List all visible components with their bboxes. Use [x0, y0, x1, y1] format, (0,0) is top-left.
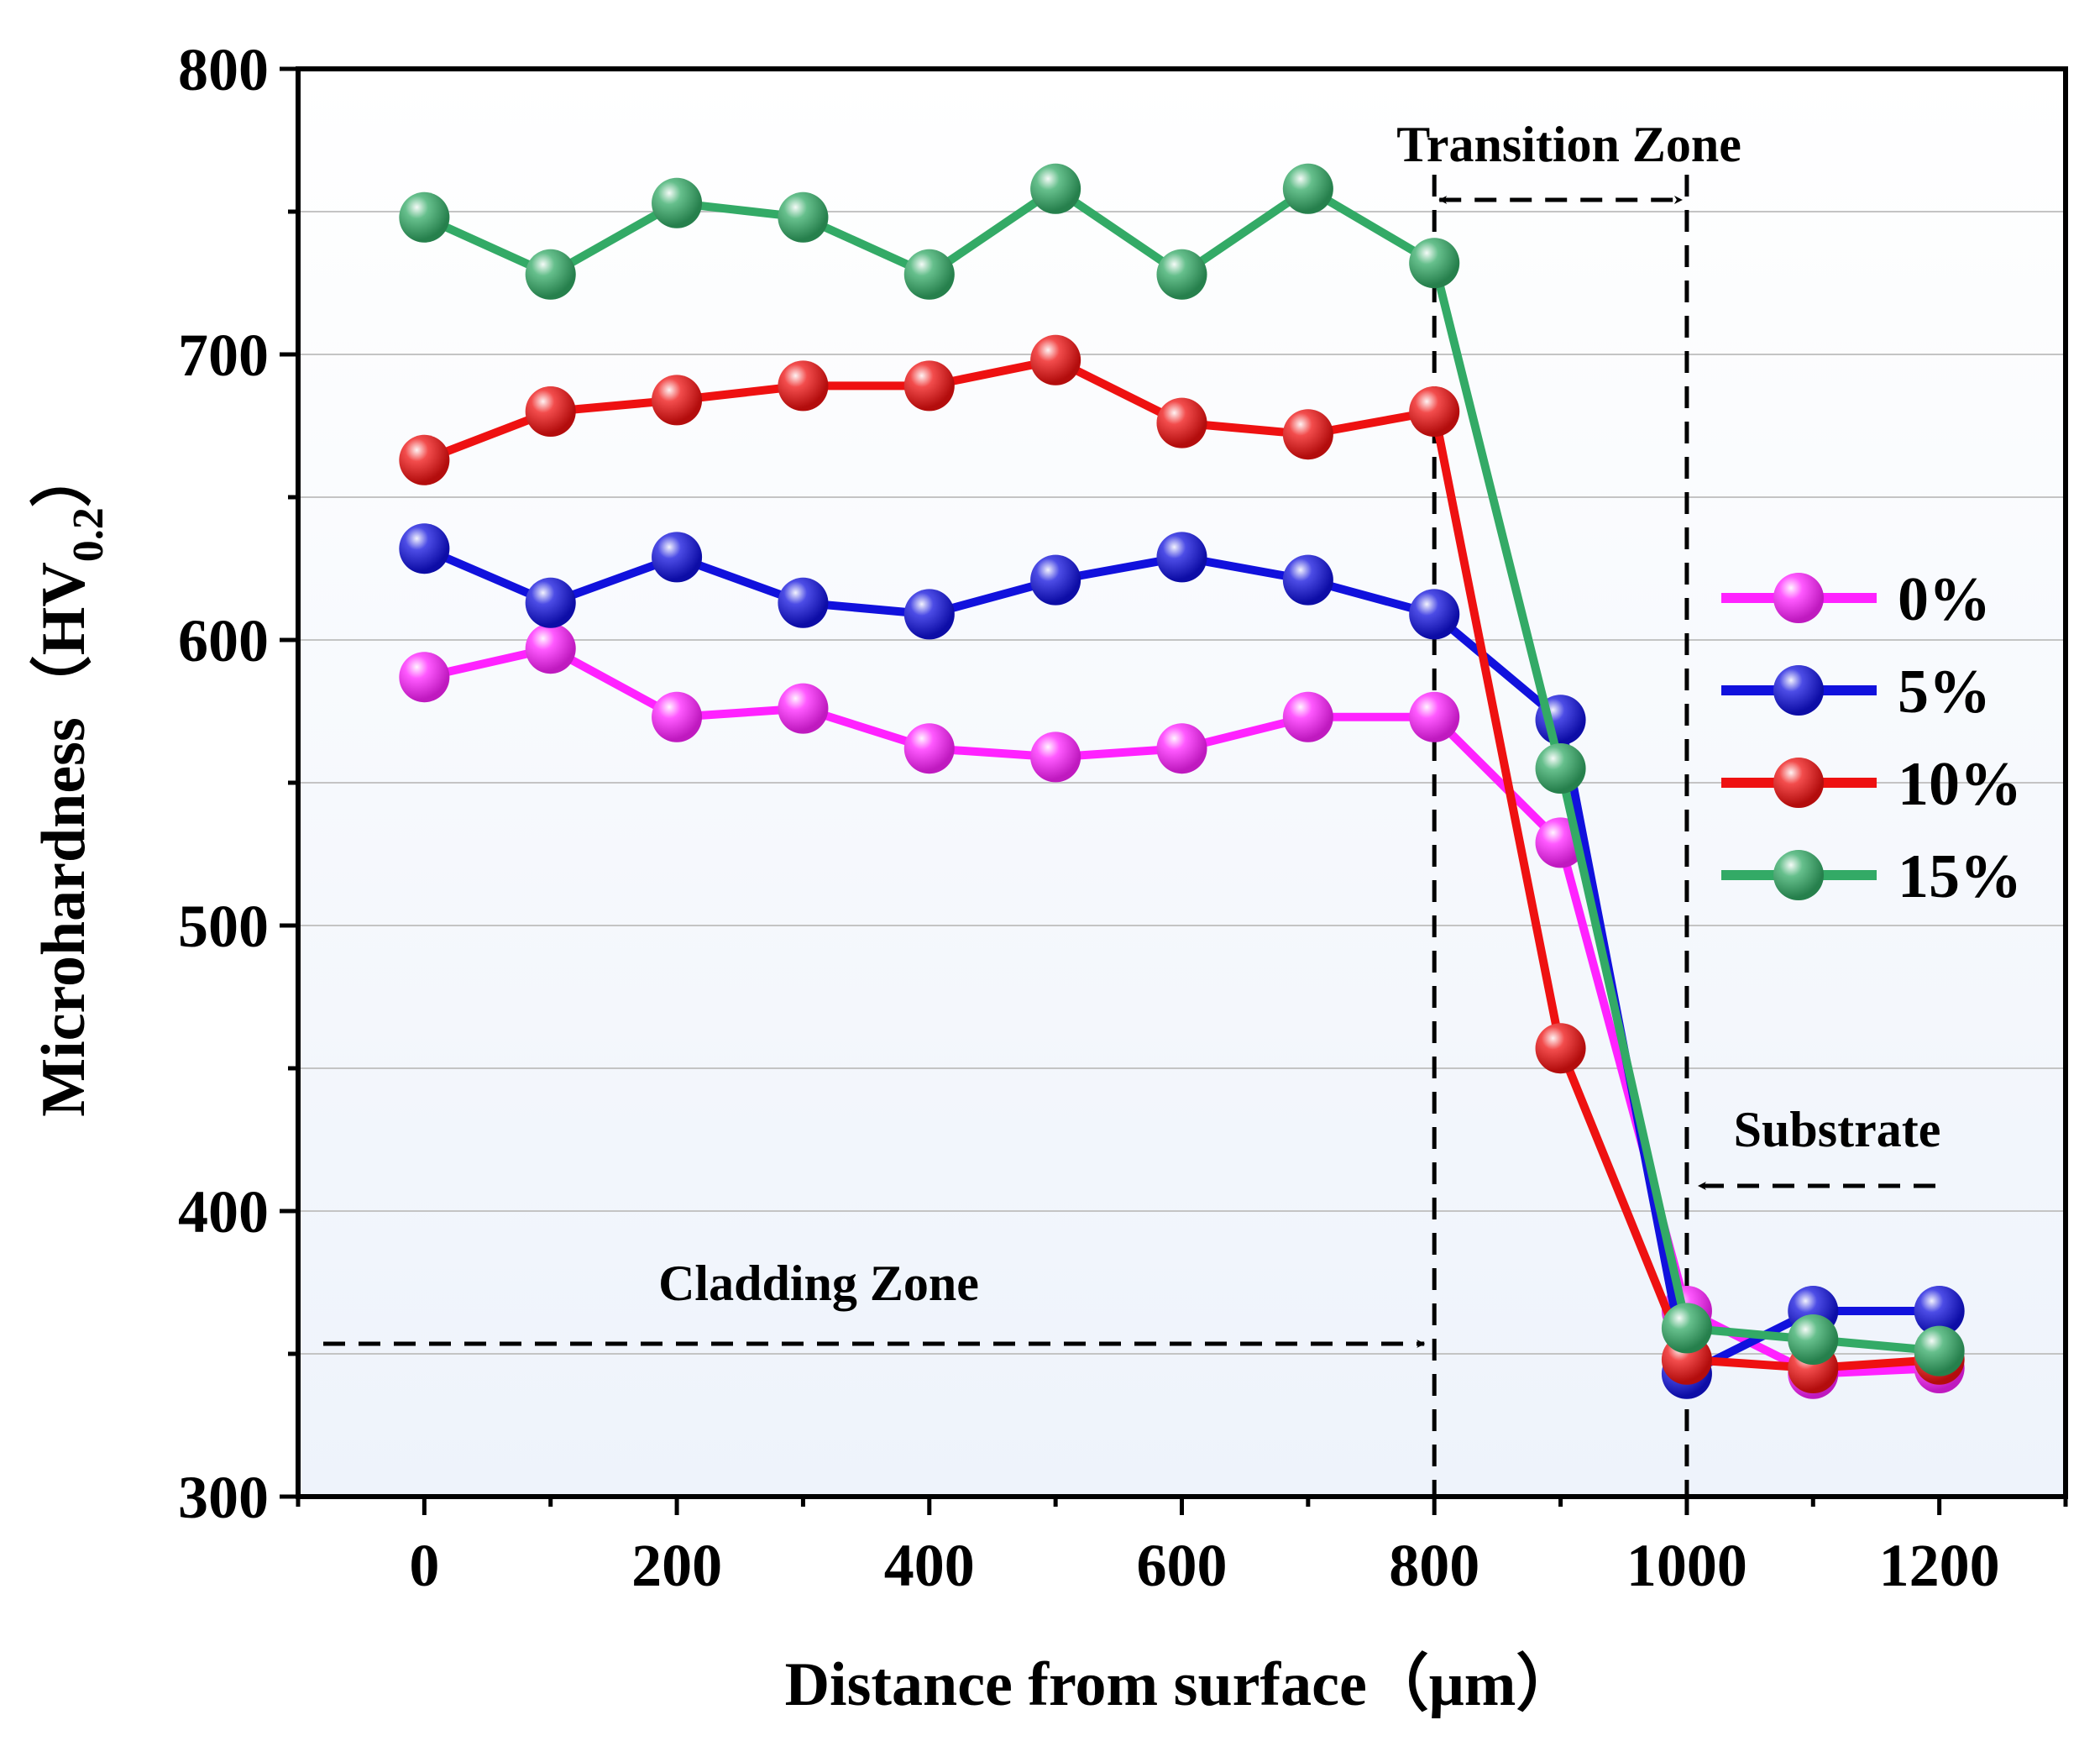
legend-label: 5% — [1898, 658, 1991, 726]
legend-item: 10% — [1721, 750, 2022, 819]
data-point-highlight — [778, 360, 829, 412]
data-point-highlight — [652, 375, 703, 426]
data-point-highlight — [1156, 397, 1207, 448]
y-tick-label: 300 — [178, 1464, 269, 1531]
legend-marker-highlight — [1773, 850, 1824, 900]
data-point-highlight — [1409, 691, 1460, 742]
y-axis-title-close: ） — [29, 445, 98, 507]
data-point-highlight — [399, 652, 450, 703]
data-point-highlight — [1535, 743, 1586, 794]
data-point-highlight — [1535, 1023, 1586, 1074]
data-point-highlight — [525, 623, 576, 674]
y-axis-title: Microhardness（HV0.2） — [29, 445, 113, 1117]
legend: 0% 5% 10% 15% — [1721, 565, 2022, 911]
legend-marker-highlight — [1773, 573, 1824, 623]
data-point-highlight — [903, 249, 955, 300]
legend-label: 10% — [1898, 750, 2022, 819]
x-tick-label: 200 — [631, 1532, 722, 1599]
data-point-highlight — [399, 434, 450, 485]
transition-zone-label: Transition Zone — [1396, 117, 1741, 172]
y-tick-label: 600 — [178, 607, 269, 674]
legend-marker-highlight — [1773, 665, 1824, 716]
data-point-highlight — [903, 589, 955, 640]
data-point-highlight — [652, 177, 703, 228]
data-point-highlight — [1409, 386, 1460, 437]
data-point-highlight — [1409, 589, 1460, 640]
series-0pct — [399, 623, 1965, 1399]
data-series — [399, 163, 1965, 1399]
data-point-highlight — [1661, 1303, 1712, 1354]
grid-lines — [298, 211, 2066, 1355]
x-tick-label: 1000 — [1626, 1532, 1747, 1599]
legend-item: 0% — [1721, 565, 1991, 634]
data-point-highlight — [1030, 163, 1081, 214]
data-point-highlight — [1030, 732, 1081, 783]
cladding-zone-label: Cladding Zone — [658, 1256, 979, 1311]
y-axis-title-subscript: 0.2 — [65, 507, 113, 562]
legend-label: 15% — [1898, 842, 2022, 911]
x-tick-label: 400 — [884, 1532, 975, 1599]
data-point-highlight — [1914, 1325, 1965, 1377]
data-point-highlight — [1409, 238, 1460, 289]
legend-item: 15% — [1721, 842, 2022, 911]
data-point-highlight — [778, 683, 829, 734]
legend-label: 0% — [1898, 565, 1991, 634]
data-point-highlight — [1156, 249, 1207, 300]
data-point-highlight — [1156, 532, 1207, 583]
data-point-highlight — [1282, 163, 1333, 214]
x-tick-label: 0 — [409, 1532, 439, 1599]
legend-item: 5% — [1721, 658, 1991, 726]
y-axis-title-main: Microhardness（HV — [29, 562, 98, 1117]
series-15pct — [399, 163, 1965, 1377]
data-point-highlight — [399, 523, 450, 574]
data-point-highlight — [1282, 554, 1333, 606]
data-point-highlight — [399, 191, 450, 243]
legend-marker-highlight — [1773, 758, 1824, 808]
data-point-highlight — [1156, 723, 1207, 774]
data-point-highlight — [778, 191, 829, 243]
data-point-highlight — [1282, 691, 1333, 742]
data-point-highlight — [525, 249, 576, 300]
data-point-highlight — [778, 577, 829, 628]
substrate-label: Substrate — [1734, 1102, 1941, 1157]
x-tick-label: 600 — [1137, 1532, 1228, 1599]
x-tick-label: 800 — [1389, 1532, 1479, 1599]
y-tick-label: 400 — [178, 1178, 269, 1245]
data-point-highlight — [652, 532, 703, 583]
data-point-highlight — [903, 723, 955, 774]
y-tick-label: 700 — [178, 322, 269, 389]
data-point-highlight — [1030, 334, 1081, 385]
data-point-highlight — [1030, 554, 1081, 606]
zone-annotations: Transition Zone Substrate Cladding Zone — [323, 117, 1940, 1497]
data-point-highlight — [1282, 409, 1333, 460]
data-point-highlight — [903, 360, 955, 412]
data-point-highlight — [525, 386, 576, 437]
axis-ticks: 300 400 500 600 700 800 0 200 400 600 800 1000 1200 — [178, 36, 2068, 1599]
y-tick-label: 500 — [178, 893, 269, 960]
y-tick-label: 800 — [178, 36, 269, 103]
data-point-highlight — [652, 691, 703, 742]
x-tick-label: 1200 — [1879, 1532, 2000, 1599]
x-axis-title: Distance from surface（μm） — [785, 1650, 1579, 1719]
data-point-highlight — [525, 577, 576, 628]
data-point-highlight — [1788, 1314, 1839, 1365]
data-point-highlight — [1914, 1286, 1965, 1336]
